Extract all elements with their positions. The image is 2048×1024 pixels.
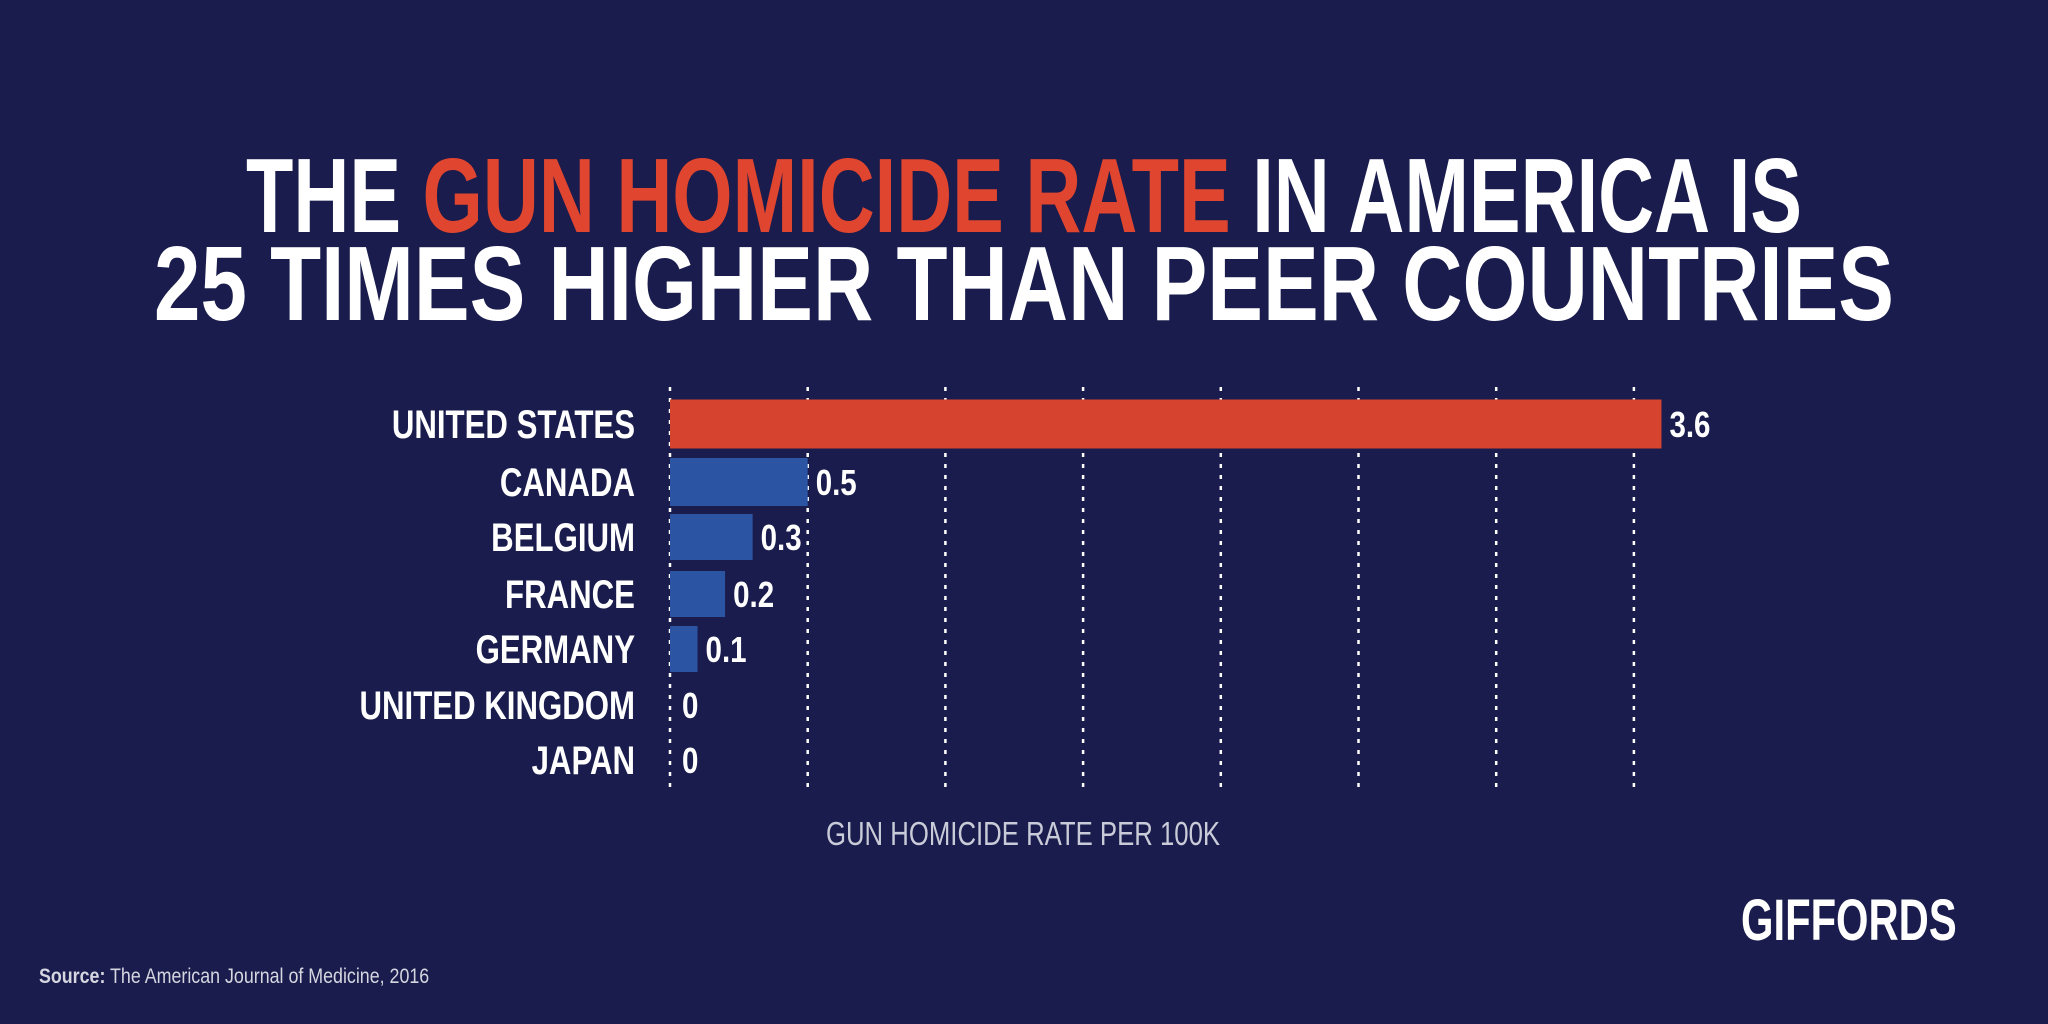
- title-line-1: THE GUN HOMICIDE RATE IN AMERICA IS: [246, 137, 1802, 255]
- category-label: FRANCE: [505, 572, 635, 617]
- bars: [670, 399, 1662, 672]
- category-label: JAPAN: [532, 738, 635, 783]
- title-line-2: 25 TIMES HIGHER THAN PEER COUNTRIES: [154, 225, 1894, 343]
- bar: [670, 514, 753, 560]
- source-note: Source: The American Journal of Medicine…: [39, 965, 429, 989]
- source-text: The American Journal of Medicine, 2016: [105, 965, 429, 989]
- title-suffix: IN AMERICA IS: [1231, 137, 1802, 255]
- value-label: 0.3: [761, 517, 802, 557]
- x-axis-label: GUN HOMICIDE RATE PER 100K: [826, 816, 1220, 853]
- value-label: 0: [682, 685, 698, 725]
- bar: [670, 626, 698, 672]
- category-labels: UNITED STATES CANADA BELGIUM FRANCE GERMANY U…: [359, 402, 635, 783]
- value-label: 0.5: [816, 462, 857, 502]
- value-label: 3.6: [1669, 404, 1710, 444]
- value-labels: 3.60.50.30.20.100: [682, 404, 1710, 780]
- value-label: 0: [682, 740, 698, 780]
- source-label: Source:: [39, 965, 105, 989]
- category-label: UNITED STATES: [392, 402, 635, 447]
- title-highlight: GUN HOMICIDE RATE: [423, 137, 1231, 255]
- value-label: 0.1: [706, 629, 747, 669]
- category-label: CANADA: [500, 460, 635, 505]
- category-label: UNITED KINGDOM: [359, 683, 635, 728]
- title-prefix: THE: [246, 137, 423, 255]
- category-label: BELGIUM: [491, 515, 635, 560]
- bar: [670, 571, 726, 617]
- gridlines: [668, 387, 1636, 793]
- bar: [670, 458, 808, 506]
- value-label: 0.2: [733, 574, 774, 614]
- giffords-logo: GIFFORDS: [1741, 887, 1957, 952]
- bar: [670, 399, 1662, 449]
- category-label: GERMANY: [476, 627, 635, 672]
